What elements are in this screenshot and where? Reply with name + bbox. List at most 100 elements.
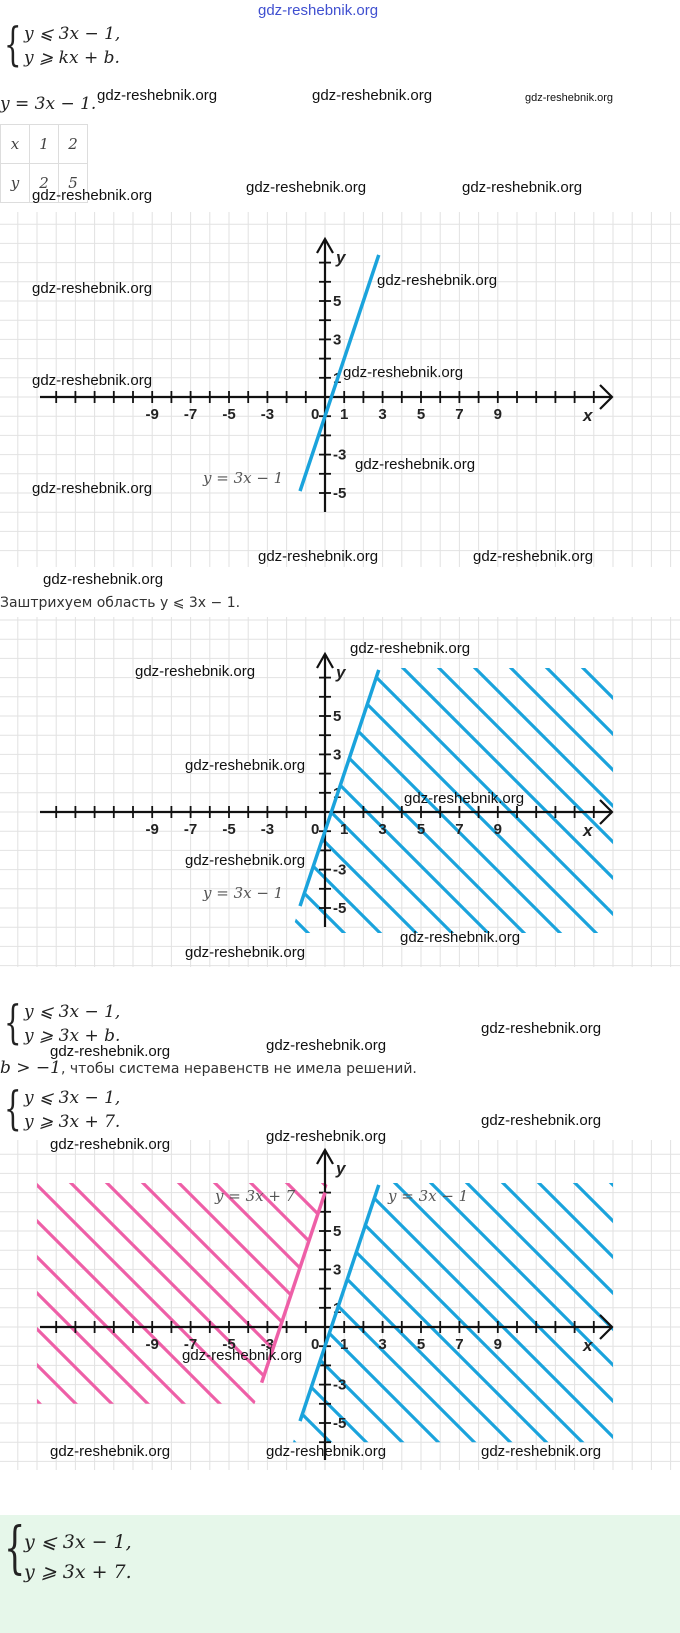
watermark[interactable]: gdz-reshebnik.org: [246, 179, 367, 196]
table-header: x: [0, 124, 30, 164]
hatch-line: [460, 1140, 680, 1470]
watermark[interactable]: gdz-reshebnik.org: [462, 179, 583, 196]
hatch-line: [293, 1183, 540, 1443]
hatch-line: [314, 1183, 613, 1443]
hatch-line: [291, 668, 560, 933]
x-axis-arrow: [599, 799, 614, 825]
hatch-line: [293, 1183, 396, 1443]
answer-system: { y ⩽ 3x − 1, y ⩾ 3x + 7.: [4, 1521, 132, 1587]
system-line: y ⩽ 3x − 1,: [24, 1531, 132, 1553]
x-tick-label: 9: [494, 821, 502, 838]
watermark[interactable]: gdz-reshebnik.org: [377, 272, 498, 289]
hatch-line: [494, 1183, 613, 1443]
y-axis-label: y: [335, 1159, 347, 1178]
watermark[interactable]: gdz-reshebnik.org: [32, 372, 153, 389]
x-axis-label: x: [582, 406, 594, 425]
brace: {: [4, 1081, 22, 1135]
x-tick-label: -7: [184, 1336, 197, 1353]
x-tick-label: 9: [494, 406, 502, 423]
hatch-line: [0, 1140, 106, 1470]
watermark[interactable]: gdz-reshebnik.org: [355, 456, 476, 473]
watermark[interactable]: gdz-reshebnik.org: [343, 364, 464, 381]
table-cell: 2: [58, 124, 88, 164]
watermark[interactable]: gdz-reshebnik.org: [185, 852, 306, 869]
y-tick-label: 5: [333, 1223, 341, 1240]
watermark[interactable]: gdz-reshebnik.org: [135, 663, 256, 680]
y-tick-label: 3: [333, 331, 341, 348]
hatch-line: [530, 1183, 613, 1443]
y-tick-label: 5: [333, 708, 341, 725]
watermark[interactable]: gdz-reshebnik.org: [182, 1347, 303, 1364]
x-tick-label: 1: [340, 406, 348, 423]
watermark[interactable]: gdz-reshebnik.org: [50, 1136, 171, 1153]
table-cell: 1: [29, 124, 59, 164]
hatch-line: [0, 617, 54, 967]
y-axis-arrow: [316, 651, 334, 669]
hatch-line: [37, 1183, 324, 1404]
watermark[interactable]: gdz-reshebnik.org: [312, 87, 433, 104]
watermark[interactable]: gdz-reshebnik.org: [258, 548, 379, 565]
origin-label: 0: [311, 1336, 319, 1353]
watermark[interactable]: gdz-reshebnik.org: [404, 790, 525, 807]
hatch-line: [37, 1183, 108, 1404]
hatch-line: [206, 1183, 329, 1404]
hatch-line: [494, 668, 613, 933]
watermark[interactable]: gdz-reshebnik.org: [266, 1128, 387, 1145]
watermark[interactable]: gdz-reshebnik.org: [481, 1020, 602, 1037]
watermark[interactable]: gdz-reshebnik.org: [185, 757, 306, 774]
condition: b > −1, чтобы система неравенств не имел…: [0, 1058, 417, 1078]
system-line: y ⩾ 3x + 7.: [24, 1112, 121, 1132]
system-line: y ⩾ 3x + b.: [24, 1026, 121, 1046]
watermark[interactable]: gdz-reshebnik.org: [50, 1443, 171, 1460]
hatch-line: [640, 1140, 680, 1470]
condition-text: , чтобы система неравенств не имела реше…: [61, 1061, 417, 1077]
hatch-line: [676, 617, 680, 967]
hatch-line: [0, 1140, 34, 1470]
x-tick-label: 7: [455, 1336, 463, 1353]
table-cell: 2: [29, 163, 59, 203]
watermark[interactable]: gdz-reshebnik.org: [481, 1443, 602, 1460]
hatch-line: [350, 1183, 613, 1443]
line-label: y = 3x + 7: [214, 1187, 296, 1205]
watermark[interactable]: gdz-reshebnik.org: [32, 187, 153, 204]
watermark[interactable]: gdz-reshebnik.org: [481, 1112, 602, 1129]
hatch-line: [0, 1140, 214, 1470]
watermark[interactable]: gdz-reshebnik.org: [525, 92, 614, 104]
watermark[interactable]: gdz-reshebnik.org: [350, 640, 471, 657]
system-7: { y ⩽ 3x − 1, y ⩾ 3x + 7.: [4, 1082, 121, 1134]
line-blue: [298, 669, 381, 907]
watermark[interactable]: gdz-reshebnik.org: [97, 87, 218, 104]
watermark[interactable]: gdz-reshebnik.org: [266, 1443, 387, 1460]
watermark[interactable]: gdz-reshebnik.org: [400, 929, 521, 946]
condition-math: b > −1: [0, 1058, 61, 1078]
hatch-line: [98, 1183, 329, 1404]
x-tick-label: 3: [378, 406, 386, 423]
watermark[interactable]: gdz-reshebnik.org: [32, 280, 153, 297]
hatch-line: [676, 1140, 680, 1470]
brace: {: [4, 1516, 26, 1581]
x-axis-arrow: [599, 384, 614, 410]
x-tick-label: -9: [146, 821, 159, 838]
system-line: y ⩾ 3x + 7.: [24, 1561, 132, 1583]
hatch-line: [293, 1183, 432, 1443]
hatch-line: [386, 668, 613, 933]
hatch-line: [37, 1183, 216, 1404]
x-tick-label: -3: [261, 1336, 274, 1353]
x-axis-label: x: [582, 1336, 594, 1355]
watermark[interactable]: gdz-reshebnik.org: [258, 2, 379, 19]
x-tick-label: 1: [340, 821, 348, 838]
watermark[interactable]: gdz-reshebnik.org: [50, 1043, 171, 1060]
hatch-line: [37, 1183, 72, 1404]
hatch-line: [0, 617, 90, 967]
watermark[interactable]: gdz-reshebnik.org: [185, 944, 306, 961]
y-tick-label: -3: [333, 447, 346, 464]
hatch-line: [37, 1183, 288, 1404]
watermark[interactable]: gdz-reshebnik.org: [266, 1037, 387, 1054]
watermark[interactable]: gdz-reshebnik.org: [473, 548, 594, 565]
line-label: y = 3x − 1: [202, 884, 283, 902]
hatch-line: [640, 1140, 680, 1470]
watermark[interactable]: gdz-reshebnik.org: [43, 571, 164, 588]
watermark[interactable]: gdz-reshebnik.org: [32, 480, 153, 497]
